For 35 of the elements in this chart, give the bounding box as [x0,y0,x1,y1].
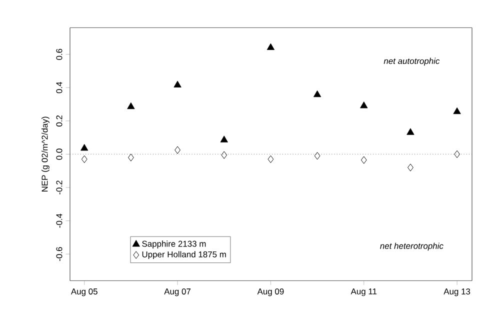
y-axis-title: NEP (g 02/m^2/day) [41,116,50,192]
x-tick-label: Aug 09 [257,288,284,296]
annotation: net autotrophic [384,58,440,66]
annotation: net heterotrophic [380,242,444,251]
x-tick-label: Aug 07 [164,288,191,296]
y-tick-label: -0.2 [56,180,62,194]
x-tick-label: Aug 05 [70,288,98,296]
point [174,146,180,154]
y-tick-label: -0.6 [56,247,62,261]
point [313,90,322,98]
point [80,144,88,151]
point [454,150,460,158]
y-tick-label: 0.0 [56,148,62,160]
point [360,156,367,164]
point [174,80,182,88]
point [314,152,320,160]
y-tick-label: 0.6 [56,48,62,60]
point [127,102,135,110]
point [266,43,275,50]
point [268,155,274,164]
x-tick-label: Aug 13 [444,288,470,296]
legend-label: Sapphire 2133 m [142,240,206,248]
point [220,136,228,142]
legend-label: Upper Holland 1875 m [142,251,226,260]
point [408,164,414,172]
y-tick-label: 0.2 [56,115,62,126]
point [221,151,228,159]
point [360,102,368,108]
point [406,128,414,135]
point [453,107,461,114]
x-tick-label: Aug 11 [350,288,377,296]
y-tick-label: 0.4 [56,82,62,94]
point [81,155,88,164]
y-tick-label: -0.4 [56,214,62,228]
point [128,154,134,162]
